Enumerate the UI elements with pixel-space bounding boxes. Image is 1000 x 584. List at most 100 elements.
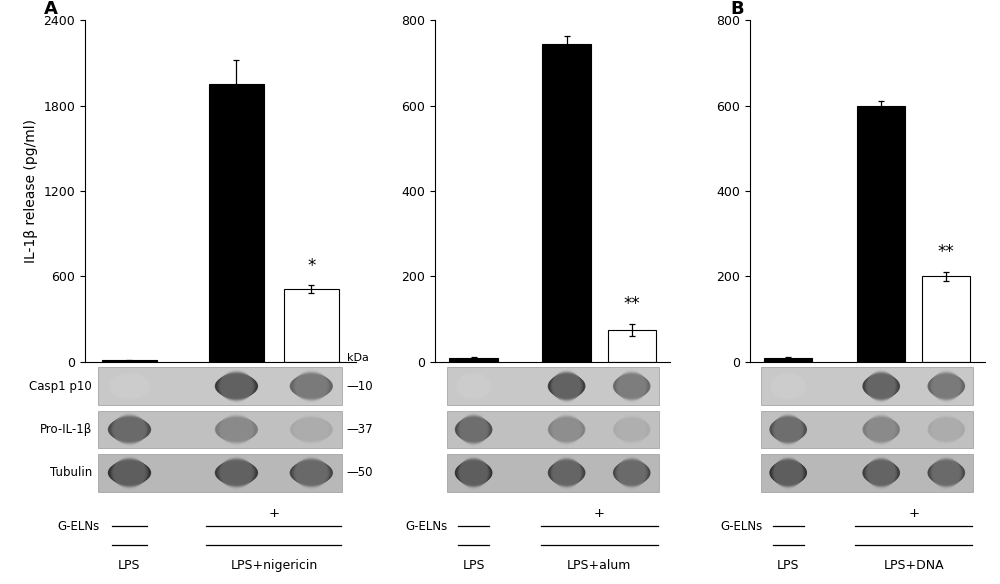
Text: Tubulin: Tubulin xyxy=(50,466,92,479)
Ellipse shape xyxy=(113,413,146,446)
Ellipse shape xyxy=(773,413,803,445)
Ellipse shape xyxy=(617,370,647,402)
Ellipse shape xyxy=(772,458,805,487)
Ellipse shape xyxy=(291,374,332,399)
Ellipse shape xyxy=(455,461,492,484)
Ellipse shape xyxy=(613,374,651,398)
Ellipse shape xyxy=(110,416,149,443)
Text: +: + xyxy=(594,507,605,520)
Ellipse shape xyxy=(928,460,964,485)
Ellipse shape xyxy=(294,370,328,402)
Ellipse shape xyxy=(217,460,256,486)
Ellipse shape xyxy=(932,456,960,489)
Ellipse shape xyxy=(215,374,258,398)
Text: LPS+DNA: LPS+DNA xyxy=(883,559,944,572)
Ellipse shape xyxy=(294,457,328,489)
Ellipse shape xyxy=(216,460,257,485)
Ellipse shape xyxy=(616,371,647,401)
Ellipse shape xyxy=(867,370,895,403)
Ellipse shape xyxy=(773,415,804,444)
Ellipse shape xyxy=(549,460,585,485)
Ellipse shape xyxy=(111,415,148,444)
Ellipse shape xyxy=(460,456,488,489)
Ellipse shape xyxy=(112,415,147,444)
Ellipse shape xyxy=(292,458,330,487)
FancyBboxPatch shape xyxy=(447,367,659,405)
Text: +: + xyxy=(908,507,919,520)
FancyBboxPatch shape xyxy=(98,454,342,492)
Ellipse shape xyxy=(932,370,960,403)
Ellipse shape xyxy=(548,461,585,484)
Ellipse shape xyxy=(862,461,900,484)
Ellipse shape xyxy=(863,417,899,442)
Text: G-ELNs: G-ELNs xyxy=(720,520,762,533)
Ellipse shape xyxy=(290,374,333,398)
Ellipse shape xyxy=(866,415,897,444)
Text: —50: —50 xyxy=(347,466,373,479)
Ellipse shape xyxy=(927,461,965,484)
Ellipse shape xyxy=(613,461,651,484)
Ellipse shape xyxy=(927,418,965,441)
Text: —10: —10 xyxy=(347,380,373,392)
Ellipse shape xyxy=(219,370,253,402)
FancyBboxPatch shape xyxy=(98,367,342,405)
Ellipse shape xyxy=(456,417,492,442)
FancyBboxPatch shape xyxy=(98,411,342,449)
Ellipse shape xyxy=(863,374,899,399)
Ellipse shape xyxy=(771,460,805,486)
Text: G-ELNs: G-ELNs xyxy=(57,520,100,533)
Ellipse shape xyxy=(456,460,492,485)
Ellipse shape xyxy=(864,460,898,486)
Ellipse shape xyxy=(109,417,150,442)
Ellipse shape xyxy=(111,458,148,487)
Ellipse shape xyxy=(769,418,807,441)
Ellipse shape xyxy=(549,374,585,399)
Bar xyxy=(102,360,157,361)
Ellipse shape xyxy=(548,418,585,441)
Ellipse shape xyxy=(113,456,146,489)
Bar xyxy=(209,85,264,361)
Ellipse shape xyxy=(929,416,964,443)
Ellipse shape xyxy=(614,460,649,486)
Ellipse shape xyxy=(930,372,963,400)
Text: **: ** xyxy=(623,296,640,314)
Ellipse shape xyxy=(108,418,151,441)
Ellipse shape xyxy=(457,415,490,444)
Text: —37: —37 xyxy=(347,423,373,436)
Ellipse shape xyxy=(930,415,963,444)
Ellipse shape xyxy=(219,457,253,489)
Ellipse shape xyxy=(773,458,804,488)
Ellipse shape xyxy=(865,372,898,400)
Ellipse shape xyxy=(112,413,147,445)
Text: B: B xyxy=(731,0,744,18)
Ellipse shape xyxy=(291,460,331,486)
Ellipse shape xyxy=(549,417,585,442)
Ellipse shape xyxy=(216,374,257,399)
Ellipse shape xyxy=(295,370,327,403)
Ellipse shape xyxy=(218,458,255,487)
Ellipse shape xyxy=(618,456,646,489)
Ellipse shape xyxy=(217,416,256,443)
Bar xyxy=(857,106,905,361)
Ellipse shape xyxy=(460,413,488,446)
Ellipse shape xyxy=(772,415,805,444)
Ellipse shape xyxy=(218,372,255,400)
Ellipse shape xyxy=(456,416,491,443)
Ellipse shape xyxy=(867,413,895,446)
FancyBboxPatch shape xyxy=(447,411,659,449)
Ellipse shape xyxy=(865,415,898,444)
Ellipse shape xyxy=(867,456,895,489)
Ellipse shape xyxy=(218,371,254,401)
Ellipse shape xyxy=(551,458,582,488)
Ellipse shape xyxy=(549,416,584,443)
Bar xyxy=(608,329,656,361)
Ellipse shape xyxy=(614,373,649,399)
Ellipse shape xyxy=(550,415,583,444)
Ellipse shape xyxy=(110,460,149,486)
Ellipse shape xyxy=(551,371,582,401)
Ellipse shape xyxy=(109,460,150,485)
Ellipse shape xyxy=(863,460,899,485)
Ellipse shape xyxy=(616,458,647,488)
Ellipse shape xyxy=(459,413,488,445)
Ellipse shape xyxy=(552,413,581,445)
